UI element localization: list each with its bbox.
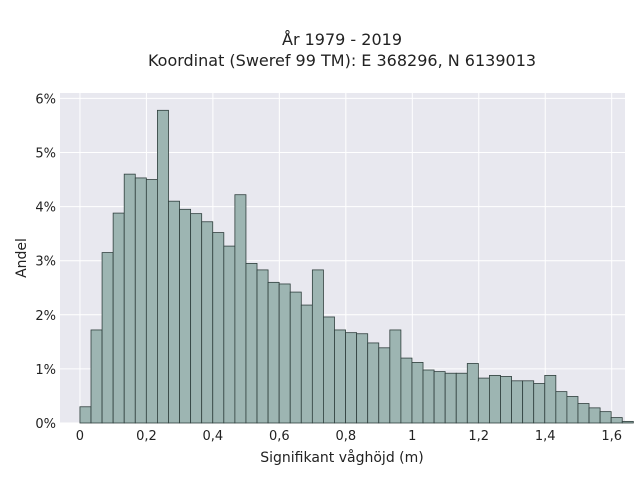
histogram-bar [477,377,490,424]
histogram-bar [289,291,302,424]
histogram-bar [500,376,512,424]
x-tick-label: 0 [76,429,84,444]
histogram-bar [323,316,335,424]
histogram-bar [145,179,158,424]
histogram-bar [300,304,313,424]
x-tick-label: 0,2 [136,429,157,444]
histogram-bar [444,372,457,424]
histogram-bar [356,333,369,424]
x-tick-label: 0,8 [335,429,356,444]
histogram-bar [422,369,435,424]
histogram-bar [134,177,147,424]
chart-title-line-1: År 1979 - 2019 [282,30,402,49]
histogram-bar [511,380,524,424]
histogram-bar [588,407,601,424]
y-tick-label: 5% [35,147,56,162]
histogram-bar [533,383,546,424]
histogram-bar [433,371,446,424]
histogram-bar [345,332,358,424]
histogram-bar [367,342,380,424]
histogram-bar [334,329,346,424]
histogram-bar [621,420,634,424]
histogram-bar [610,417,623,424]
y-tick-label: 0% [35,417,56,432]
y-tick-label: 3% [35,255,56,270]
x-tick-label: 1,2 [468,429,489,444]
x-tick-label: 0,6 [269,429,290,444]
x-tick-label: 1,4 [535,429,556,444]
histogram-bar [201,221,214,424]
y-axis-label: Andel [14,238,30,278]
y-axis-ticks: 0% 1% 2% 3% 4% 5% 6% [35,92,56,432]
x-tick-label: 1,6 [601,429,622,444]
chart-title-line-2: Koordinat (Sweref 99 TM): E 368296, N 61… [148,51,536,70]
histogram-bar [90,329,103,424]
histogram-bar [311,269,324,424]
y-tick-label: 1% [35,363,56,378]
histogram-bar [566,396,579,424]
histogram-bar [577,403,590,424]
x-axis-ticks: 0 0,2 0,4 0,6 0,8 1 1,2 1,4 1,6 [76,429,622,444]
y-tick-label: 2% [35,309,56,324]
histogram-bars [79,109,634,424]
histogram-bar [168,200,180,424]
histogram-bar [555,391,568,424]
histogram-bar [466,363,479,424]
histogram-bar [245,263,258,424]
histogram-bar [599,411,612,424]
x-axis-label: Signifikant våghöjd (m) [260,449,423,466]
histogram-bar [544,374,557,424]
y-tick-label: 4% [35,201,56,216]
histogram-bar [256,269,269,424]
x-tick-label: 1 [408,429,416,444]
histogram-bar [489,374,501,424]
histogram-bar [267,281,280,424]
histogram-bar [157,109,169,424]
x-tick-label: 0,4 [203,429,224,444]
histogram-bar [411,362,424,424]
histogram-bar [112,212,125,424]
histogram-bar [179,208,192,424]
histogram-bar [190,213,203,424]
histogram-bar [123,173,136,424]
histogram-bar [278,283,291,424]
histogram-bar [79,406,92,424]
y-tick-label: 6% [35,92,56,107]
histogram-bar [389,329,402,424]
histogram-bar [212,232,225,424]
histogram-bar [522,380,535,424]
histogram-bar [234,194,247,424]
histogram-bar [400,357,413,424]
histogram-bar [101,252,114,424]
histogram-bar [455,372,468,424]
histogram-bar [223,245,236,424]
histogram-bar [378,347,391,424]
